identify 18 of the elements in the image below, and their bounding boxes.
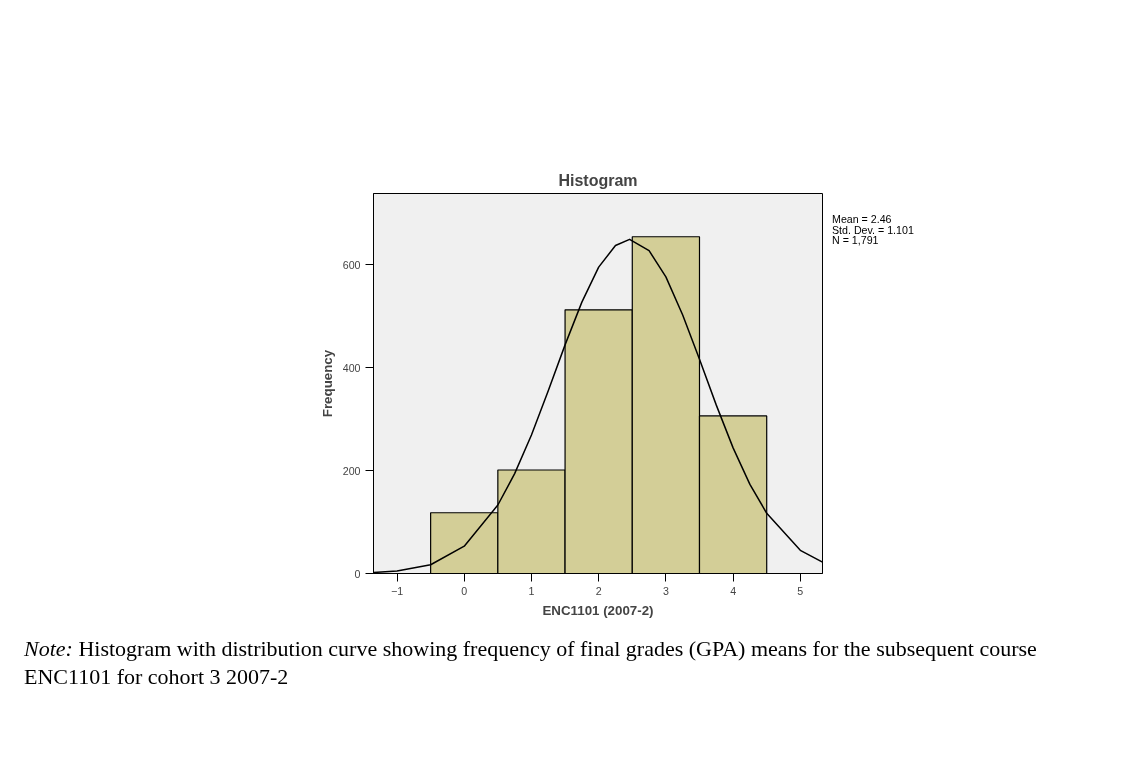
x-tick-label: 5 [797,584,804,597]
x-tick-label: −1 [390,584,404,597]
y-tick-label: 600 [342,258,361,271]
y-tick-label: 200 [342,464,361,477]
text: Std. Dev. = 1.101 [832,223,914,236]
x-tick-label: 2 [595,584,602,597]
x-tick-label: 3 [662,584,669,597]
x-tick-label: 1 [528,584,535,597]
x-axis-title: ENC1101 (2007-2) [542,602,654,618]
x-tick-label: 0 [461,584,468,597]
text: Note: Histogram with distribution curve showing frequency of final grades (GPA) means for the subsequent course ENC1101 for cohort 3 2007-2 [24,635,1038,690]
y-axis-title: Frequency [319,349,335,418]
x-tick-label: 4 [730,584,737,597]
text: Mean = 2.46 [832,213,892,225]
y-tick-label: 400 [342,361,361,374]
text: N = 1,791 [832,234,879,247]
chart-title: Histogram [558,171,638,189]
y-tick-label: 0 [354,567,361,580]
